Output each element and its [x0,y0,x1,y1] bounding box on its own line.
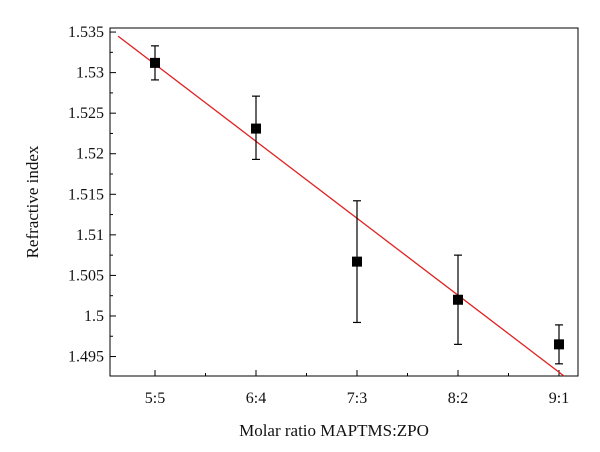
y-axis-title: Refractive index [23,145,42,258]
data-point [251,123,261,134]
fit-line [117,35,565,377]
y-tick-label: 1.53 [76,65,104,82]
y-tick-label: 1.505 [68,267,104,284]
x-tick-label: 6:4 [246,390,266,407]
data-point [352,256,362,267]
y-tick-label: 1.51 [76,227,104,244]
error-bars [151,45,563,365]
x-axis-title: Molar ratio MAPTMS:ZPO [239,421,429,440]
y-tick-label: 1.5 [84,308,104,325]
y-tick-label: 1.535 [68,24,104,41]
y-axis: 1.495 1.5 1.505 1.51 1.515 1.52 1.525 1.53 1.535 [68,24,116,366]
x-tick-label: 5:5 [145,390,165,407]
y-tick-label: 1.52 [76,146,104,163]
x-tick-label: 9:1 [549,390,569,407]
x-tick-label: 8:2 [448,390,468,407]
data-point [150,57,160,68]
y-tick-label: 1.525 [68,105,104,122]
data-point [453,294,463,305]
y-tick-label: 1.515 [68,186,104,203]
data-point [554,339,564,350]
x-tick-label: 7:3 [347,390,367,407]
y-tick-label: 1.495 [68,349,104,366]
data-points [150,57,564,350]
plot-area [109,27,579,377]
x-axis: 5:5 6:4 7:3 8:2 9:1 [145,370,569,407]
